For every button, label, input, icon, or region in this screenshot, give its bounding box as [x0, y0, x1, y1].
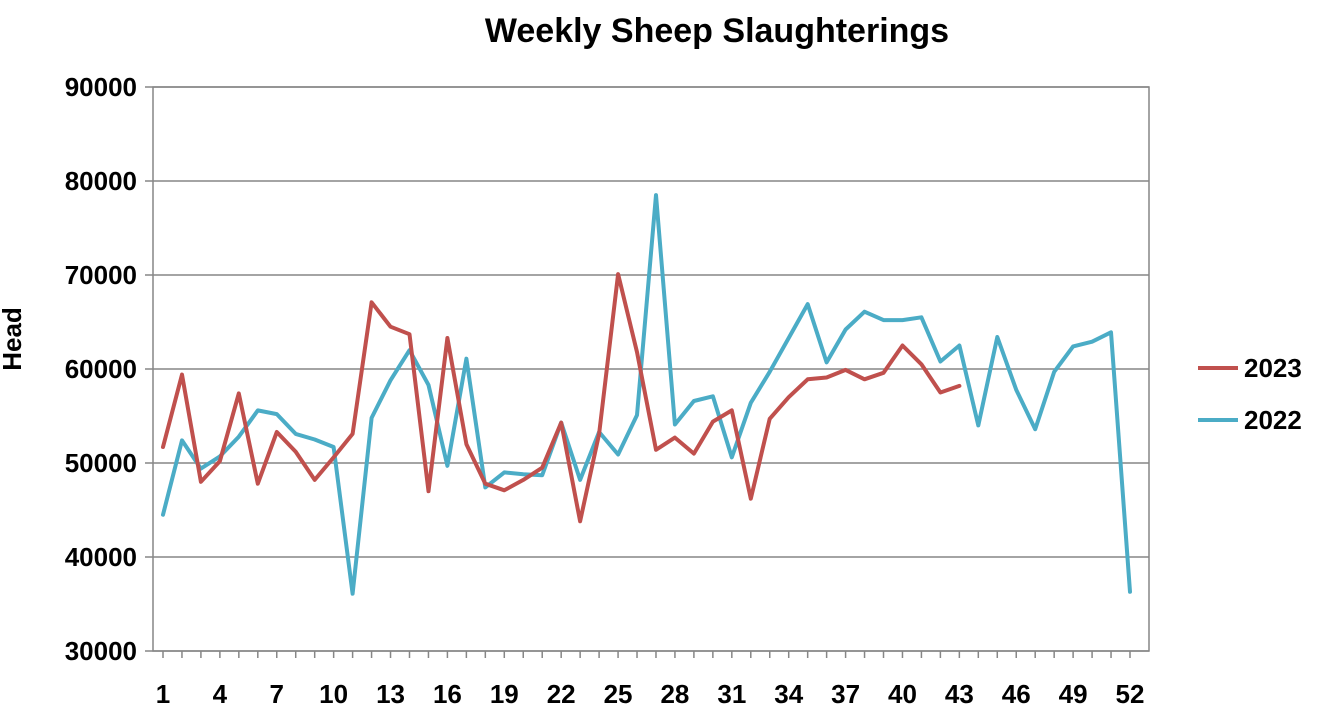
y-tick-label: 80000 [65, 166, 137, 196]
x-tick-label: 19 [490, 679, 519, 709]
x-tick-label: 16 [433, 679, 462, 709]
x-tick-label: 46 [1002, 679, 1031, 709]
series-lines [161, 193, 1132, 596]
x-axis-ticks: 1 4 7 10 13 16 19 22 25 28 31 34 37 40 43 46 49 52 [156, 651, 1145, 709]
y-tick-label: 70000 [65, 260, 137, 290]
legend-label-2022: 2022 [1244, 405, 1302, 435]
series-line-2023 [161, 272, 962, 524]
x-tick-label: 52 [1116, 679, 1145, 709]
gridlines [145, 86, 1149, 652]
x-tick-label: 28 [660, 679, 689, 709]
x-tick-label: 34 [774, 679, 803, 709]
y-tick-label: 40000 [65, 542, 137, 572]
x-tick-label: 25 [604, 679, 633, 709]
x-tick-label: 22 [547, 679, 576, 709]
x-tick-label: 10 [319, 679, 348, 709]
y-tick-label: 30000 [65, 636, 137, 666]
chart-title: Weekly Sheep Slaughterings [485, 12, 949, 50]
x-tick-label: 4 [213, 679, 228, 709]
x-tick-label: 7 [270, 679, 284, 709]
series-line-2022 [161, 193, 1132, 596]
x-tick-label: 31 [717, 679, 746, 709]
x-tick-label: 49 [1059, 679, 1088, 709]
y-axis-ticks: 30000 40000 50000 60000 70000 80000 90000 [65, 72, 137, 666]
legend-label-2023: 2023 [1244, 353, 1302, 383]
x-tick-label: 43 [945, 679, 974, 709]
x-tick-label: 1 [156, 679, 170, 709]
x-tick-label: 37 [831, 679, 860, 709]
plot-area [152, 86, 1150, 652]
y-tick-label: 60000 [65, 354, 137, 384]
x-tick-label: 40 [888, 679, 917, 709]
x-tick-label: 13 [376, 679, 405, 709]
y-tick-label: 50000 [65, 448, 137, 478]
legend: 2023 2022 [1198, 353, 1302, 435]
y-axis-title: Head [0, 307, 27, 371]
y-tick-label: 90000 [65, 72, 137, 102]
